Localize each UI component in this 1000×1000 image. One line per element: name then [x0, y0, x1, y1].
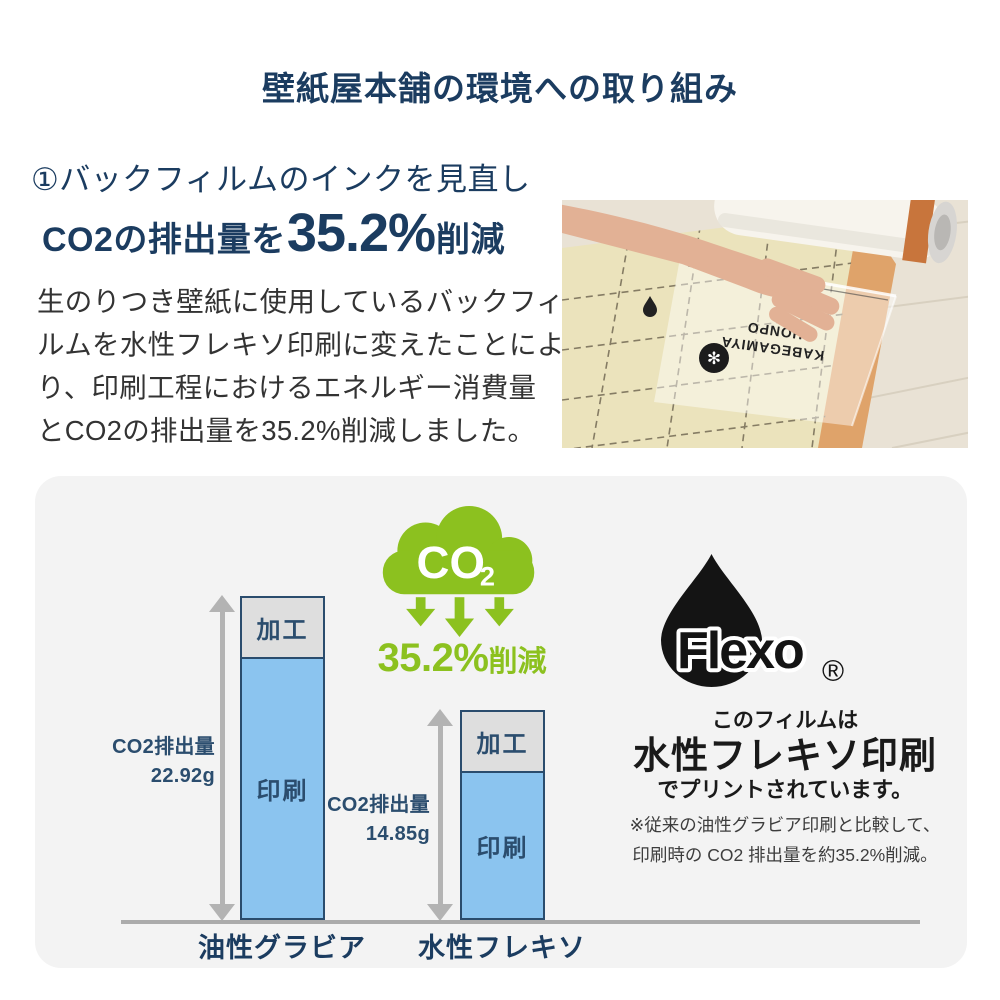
comparison-footnote: ※従来の油性グラビア印刷と比較して、 印刷時の CO2 排出量を約35.2%削減… — [629, 815, 941, 865]
infographic-card: CO 2 35.2%削減 加工 印刷 CO2排出量 22.92g 加工 — [35, 476, 967, 968]
film-drop-mark — [643, 296, 657, 317]
headline-suffix: 削減 — [436, 221, 506, 259]
reduction-suffix: 削減 — [488, 646, 547, 678]
category-label-water-flexo: 水性フレキソ — [418, 933, 586, 963]
hand — [562, 204, 840, 342]
flexo-brand-text: Flexo — [677, 622, 803, 680]
left-total-label: CO2排出量 22.92g — [112, 736, 215, 787]
product-photo: KABEGAMIYA HONPO ✻ — [562, 200, 968, 448]
reduction-value: 35.2% — [377, 636, 489, 680]
roll-orange-band — [902, 200, 936, 264]
segment-label: 印刷 — [476, 835, 529, 862]
segment-label: 印刷 — [256, 778, 309, 805]
chart-baseline — [121, 920, 920, 924]
film-logo-glyph: ✻ — [707, 349, 721, 368]
intro-paragraph: 生のりつき壁紙に使用しているバックフィ ルムを水性フレキソ印刷に変えたことによ … — [37, 280, 565, 452]
intro-paragraph-line: り、印刷工程におけるエネルギー消費量 — [37, 372, 537, 403]
headline-value: 35.2% — [286, 203, 436, 263]
film-note-line1: このフィルムは — [711, 709, 859, 732]
intro-paragraph-line: ルムを水性フレキソ印刷に変えたことによ — [37, 329, 565, 360]
flexo-logo: Flexo ® — [661, 554, 844, 688]
registered-trademark-symbol: ® — [822, 655, 844, 688]
co2-cloud-subscript: 2 — [480, 561, 495, 592]
left-total-arrow — [209, 595, 235, 921]
bar-water-flexo: 加工 印刷 — [460, 710, 545, 920]
segment-label: 加工 — [256, 617, 309, 644]
section-heading: ①バックフィルムのインクを見直し — [31, 162, 531, 197]
bar-segment-printing: 印刷 — [242, 659, 323, 918]
bar-segment-processing: 加工 — [242, 598, 323, 659]
right-total-label: CO2排出量 14.85g — [327, 794, 430, 845]
category-label-oil-gravure: 油性グラビア — [198, 933, 366, 963]
reduction-badge: 35.2%削減 — [347, 636, 577, 681]
film-round-logo — [699, 343, 729, 373]
film-note-line3: でプリントされています。 — [657, 778, 913, 802]
intro-paragraph-line: 生のりつき壁紙に使用しているバックフィ — [37, 286, 565, 317]
bar-oil-gravure: 加工 印刷 — [240, 596, 325, 920]
co2-reduction-headline: CO2の排出量を 35.2% 削減 — [42, 202, 505, 264]
film-note-line2: 水性フレキソ印刷 — [633, 735, 937, 776]
bar-segment-printing: 印刷 — [462, 773, 543, 918]
intro-paragraph-line: とCO2の排出量を35.2%削減しました。 — [37, 415, 536, 446]
flexo-drop-icon — [661, 554, 762, 688]
product-photo-illustration: KABEGAMIYA HONPO ✻ — [562, 200, 968, 448]
bar-segment-processing: 加工 — [462, 712, 543, 773]
page-title: 壁紙屋本舗の環境への取り組み — [262, 70, 738, 107]
headline-prefix: CO2の排出量を — [42, 221, 286, 259]
segment-label: 加工 — [476, 731, 529, 758]
wallpaper-roll — [714, 200, 957, 264]
co2-cloud-text: CO — [417, 537, 485, 588]
paper-edge-strip — [818, 210, 896, 448]
right-total-arrow — [427, 709, 453, 921]
co2-cloud-icon: CO 2 — [382, 505, 535, 637]
